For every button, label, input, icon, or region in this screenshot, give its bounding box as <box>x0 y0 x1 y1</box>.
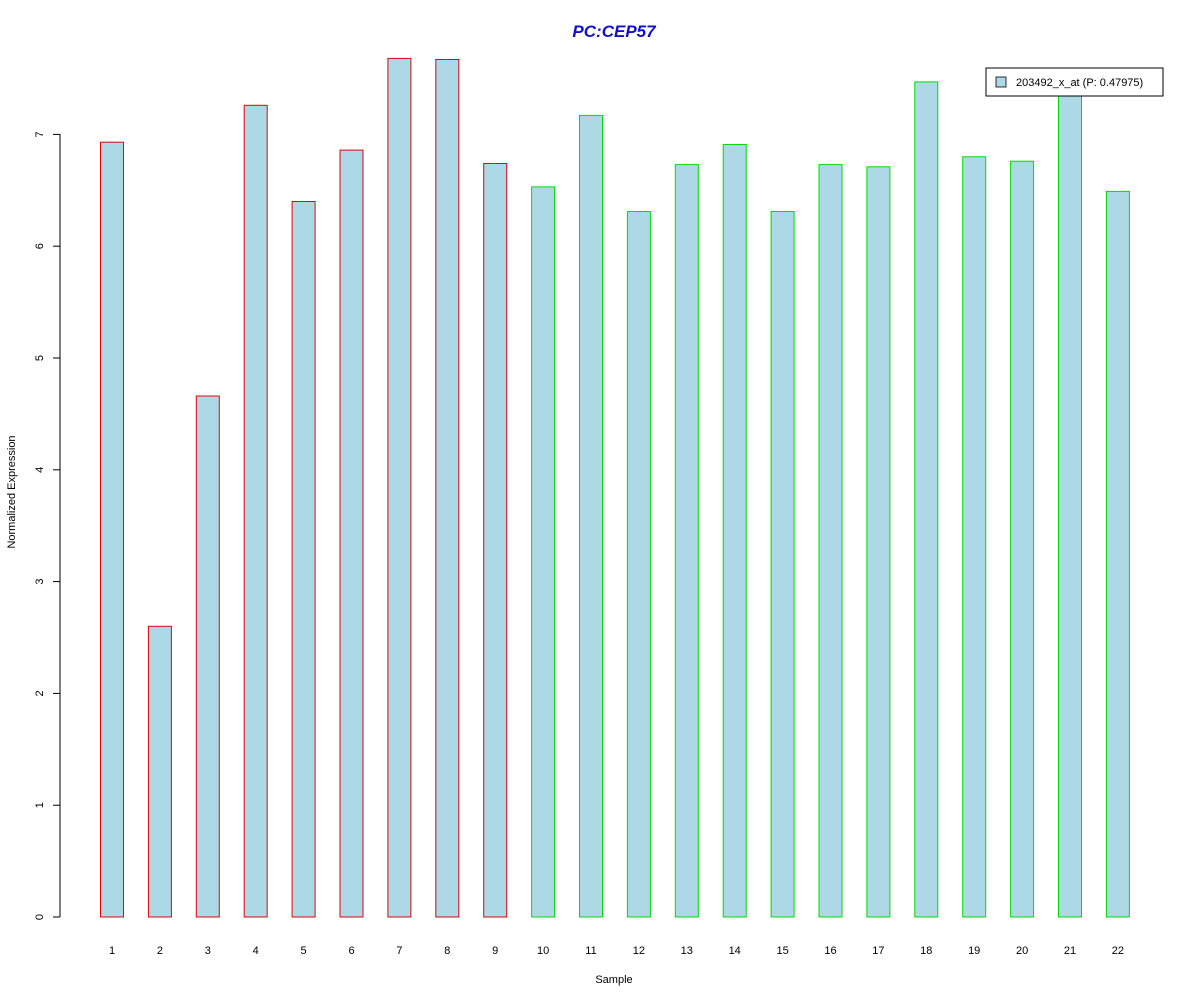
x-tick-label: 2 <box>157 945 163 957</box>
x-tick-label: 8 <box>444 945 450 957</box>
x-tick-label: 20 <box>1016 945 1028 957</box>
y-axis-ticks: 0 1 2 3 4 5 6 7 <box>34 131 60 920</box>
legend: 203492_x_at (P: 0.47975) <box>985 67 1164 97</box>
y-tick-label: 1 <box>34 802 46 808</box>
y-axis-label: Normalized Expression <box>6 435 18 548</box>
bar-sample-21 <box>1058 91 1082 918</box>
bar-sample-17 <box>866 166 891 918</box>
x-tick-label: 4 <box>253 945 259 957</box>
x-tick-label: 13 <box>681 945 693 957</box>
y-tick-label: 0 <box>34 914 46 920</box>
bar-sample-16 <box>818 164 843 918</box>
x-tick-label: 10 <box>537 945 549 957</box>
x-tick-label: 9 <box>492 945 498 957</box>
x-tick-label: 19 <box>968 945 980 957</box>
x-tick-label: 3 <box>205 945 211 957</box>
x-tick-label: 16 <box>824 945 836 957</box>
x-tick-label: 5 <box>301 945 307 957</box>
y-tick-label: 5 <box>34 355 46 361</box>
bar-sample-20 <box>1010 160 1035 918</box>
x-tick-label: 1 <box>109 945 115 957</box>
bar-sample-3 <box>195 395 220 918</box>
bar-sample-22 <box>1105 190 1130 918</box>
bar-sample-13 <box>674 164 699 918</box>
bar-sample-5 <box>291 201 316 918</box>
bar-sample-8 <box>435 59 460 918</box>
bar-sample-4 <box>243 104 268 918</box>
y-tick-label: 6 <box>34 243 46 249</box>
bar-sample-9 <box>483 163 508 918</box>
x-axis-label: Sample <box>595 974 632 986</box>
bar-sample-14 <box>722 144 747 918</box>
bar-sample-19 <box>962 156 987 918</box>
bar-sample-1 <box>100 141 124 918</box>
y-tick-label: 4 <box>34 467 46 473</box>
x-tick-label: 12 <box>633 945 645 957</box>
x-tick-label: 22 <box>1112 945 1124 957</box>
x-tick-label: 21 <box>1064 945 1076 957</box>
bar-sample-11 <box>579 114 603 918</box>
x-tick-label: 11 <box>585 945 596 957</box>
chart-title: PC:CEP57 <box>572 22 657 41</box>
legend-swatch <box>995 76 1007 88</box>
x-tick-label: 15 <box>776 945 788 957</box>
bar-sample-6 <box>339 149 364 918</box>
x-axis-tick-labels: 1 2 3 4 5 6 7 8 9 10 11 12 13 14 15 16 17 18 19 20 21 22 <box>109 945 1124 957</box>
bar-sample-12 <box>626 211 651 918</box>
y-tick-label: 2 <box>34 690 46 696</box>
bar-sample-18 <box>914 81 939 918</box>
bar-sample-2 <box>147 625 172 918</box>
x-tick-label: 18 <box>920 945 932 957</box>
x-tick-label: 17 <box>872 945 884 957</box>
x-tick-label: 7 <box>396 945 402 957</box>
bar-sample-7 <box>387 57 412 918</box>
legend-box <box>985 67 1164 97</box>
x-tick-label: 6 <box>348 945 354 957</box>
bar-series <box>100 57 1130 918</box>
y-tick-label: 7 <box>34 131 46 137</box>
legend-label: 203492_x_at (P: 0.47975) <box>1016 77 1143 89</box>
x-tick-label: 14 <box>729 945 741 957</box>
bar-sample-15 <box>770 211 795 918</box>
bar-sample-10 <box>531 186 556 918</box>
y-tick-label: 3 <box>34 579 46 585</box>
